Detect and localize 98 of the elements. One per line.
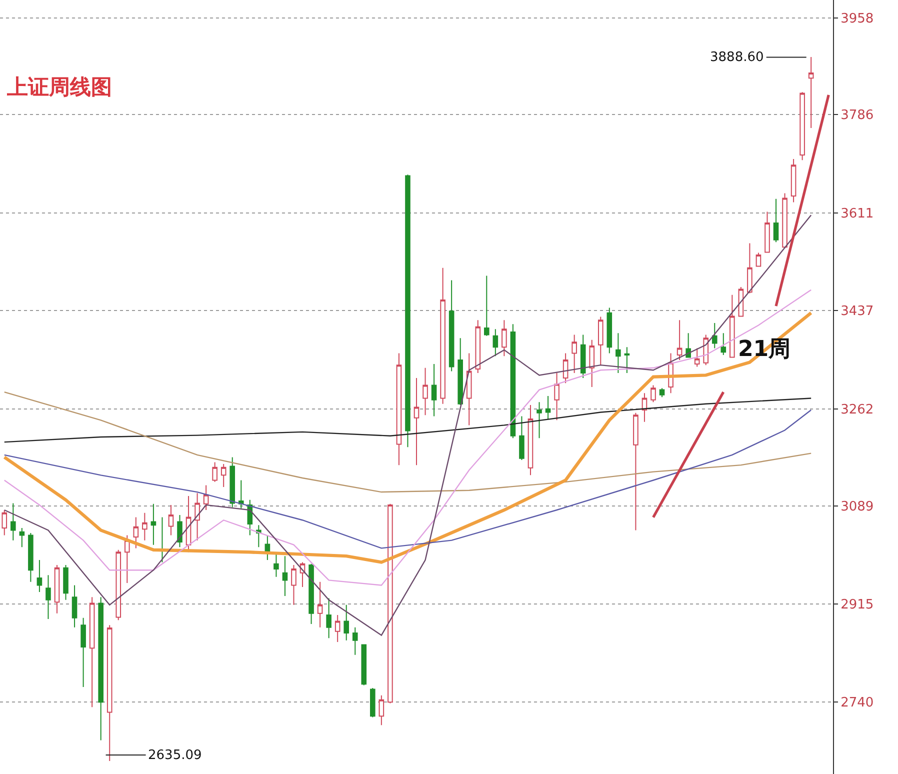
candlestick [414,378,420,466]
candlestick [694,348,700,368]
y-tick-label: 3611 [840,206,874,222]
candlestick [150,503,156,546]
candlestick [133,516,139,549]
candlestick [448,280,454,372]
candlestick [168,504,174,536]
line-series [4,409,812,549]
candlestick [10,502,16,541]
candlestick [388,503,393,704]
y-tick-label: 3437 [840,304,874,320]
candlestick [63,564,68,600]
candlestick [466,352,472,426]
candlestick [344,604,349,641]
candlestick [808,56,814,129]
candlestick [352,626,358,656]
candlestick [536,402,542,439]
candlestick [89,596,95,708]
candlestick [747,242,752,294]
candlestick [580,334,586,379]
candlestick [790,158,796,203]
candlestick [142,512,148,541]
candlestick [431,363,437,417]
candlestick [291,564,296,606]
candlestick [606,307,612,354]
candlestick [396,352,402,466]
candlestick [326,598,332,639]
candlestick [650,384,656,403]
candlestick [782,192,788,248]
line-series [4,391,812,493]
candlestick [361,644,367,686]
candlestick [317,581,323,628]
annotation: 3888.60 [710,50,764,65]
candlestick [378,694,384,726]
candlestick [177,514,182,548]
candlestick [492,328,498,357]
candlestick [98,596,104,741]
y-tick-label: 3786 [840,108,874,124]
candlestick [730,294,735,358]
text: 上证周线图 [6,75,112,99]
candlestick [659,388,665,398]
candlestick [475,320,481,374]
candlestick [72,584,78,628]
candlestick [203,484,209,511]
line-series [4,214,812,636]
candlestick [238,480,244,509]
candlestick [642,392,648,422]
candlestick [616,332,621,374]
candlestick [756,252,762,268]
candlestick [554,372,560,421]
candlestick [502,320,507,357]
y-tick-label: 3262 [840,402,874,418]
candlestick [528,404,534,476]
candlestick [212,462,218,482]
candlestick [598,316,604,366]
candlestick [405,174,410,448]
candlestick [54,564,60,614]
candlestick [624,346,630,374]
candlestick [589,339,595,388]
y-tick-label: 2740 [840,696,874,711]
candlestick [440,267,446,404]
y-tick-label: 3958 [840,12,874,27]
candlestick [106,624,112,762]
y-tick-label: 2915 [840,597,874,612]
candlestick [220,463,226,488]
candlestick [458,338,463,406]
y-tick-label: 3089 [840,500,874,515]
candlestick [124,534,130,584]
candlestick [80,617,86,688]
candlestick [510,324,516,439]
candlestick [720,332,726,356]
candlestick [686,332,691,358]
candlestick [46,574,51,620]
candlestick [633,412,638,531]
candlestick [676,320,682,361]
candlestick [572,334,577,374]
candlestick [334,614,340,642]
candlestick [28,532,34,582]
candlestick [308,563,314,625]
candlestick [19,527,25,548]
candlestick [519,416,524,461]
candlestick [194,492,200,541]
candlestick [800,92,805,161]
candlestick [484,275,490,336]
candlestick [764,211,770,254]
candlestick [562,352,568,384]
candlestick [230,456,236,508]
annotation: 2635.09 [148,748,202,763]
candlestick [282,556,288,596]
candlestick [274,552,279,578]
candlestick [370,688,376,718]
candlestick [116,549,122,621]
candlestick [545,395,551,420]
candlestick [36,560,42,593]
candlestick [712,322,718,349]
line-series [4,398,812,443]
candlestick [773,198,779,243]
candlestick [422,367,428,416]
